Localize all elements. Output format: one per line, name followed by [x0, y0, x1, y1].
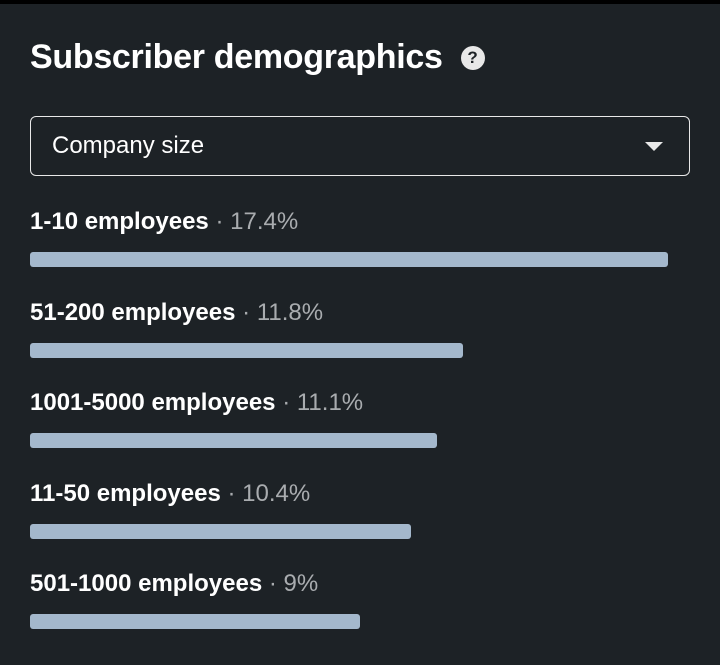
caret-down-icon — [645, 141, 663, 151]
panel-title: Subscriber demographics — [30, 38, 443, 76]
row-name: 1-10 employees — [30, 208, 209, 235]
row-name: 11-50 employees — [30, 479, 221, 507]
help-circle-icon[interactable]: ? — [460, 45, 485, 70]
demographic-row: 501-1000 employees · 9% — [30, 569, 690, 660]
panel-header: Subscriber demographics ? — [30, 38, 485, 77]
row-label: 11-50 employees · 10.4% — [30, 479, 690, 509]
row-separator: · — [242, 298, 251, 326]
row-percent: 11.1% — [296, 389, 364, 416]
demographic-row: 1001-5000 employees · 11.1% — [30, 388, 690, 479]
row-separator: · — [268, 570, 277, 597]
demographic-row: 11-50 employees · 10.4% — [30, 479, 690, 570]
row-separator: · — [282, 389, 291, 416]
bar-track — [30, 433, 668, 448]
demographic-row: 51-200 employees · 11.8% — [30, 298, 690, 389]
demographic-category-dropdown[interactable]: Company size — [30, 116, 690, 176]
row-name: 1001-5000 employees — [30, 389, 276, 416]
top-edge-strip — [0, 0, 720, 4]
row-label: 501-1000 employees · 9% — [30, 569, 690, 599]
bar-track — [30, 523, 668, 539]
row-separator: · — [227, 479, 236, 507]
dropdown-selected-value: Company size — [52, 132, 205, 159]
row-label: 51-200 employees · 11.8% — [30, 298, 690, 328]
bar-track — [30, 614, 668, 629]
percent-bar — [30, 342, 463, 358]
row-percent: 17.4% — [230, 208, 299, 235]
percent-bar — [30, 523, 412, 539]
row-percent: 9% — [283, 570, 319, 597]
row-name: 501-1000 employees — [30, 570, 263, 597]
row-name: 51-200 employees — [30, 298, 236, 326]
percent-bar — [30, 252, 668, 267]
percent-bar — [30, 433, 437, 448]
row-percent: 11.8% — [256, 298, 324, 326]
row-percent: 10.4% — [242, 479, 311, 507]
row-separator: · — [215, 208, 224, 235]
percent-bar — [30, 614, 360, 629]
bar-track — [30, 252, 668, 267]
bar-track — [30, 342, 668, 358]
row-label: 1-10 employees · 17.4% — [30, 207, 690, 237]
demographics-list: 1-10 employees · 17.4% 51-200 employees … — [30, 207, 690, 660]
demographic-row: 1-10 employees · 17.4% — [30, 207, 690, 298]
row-label: 1001-5000 employees · 11.1% — [30, 388, 690, 418]
